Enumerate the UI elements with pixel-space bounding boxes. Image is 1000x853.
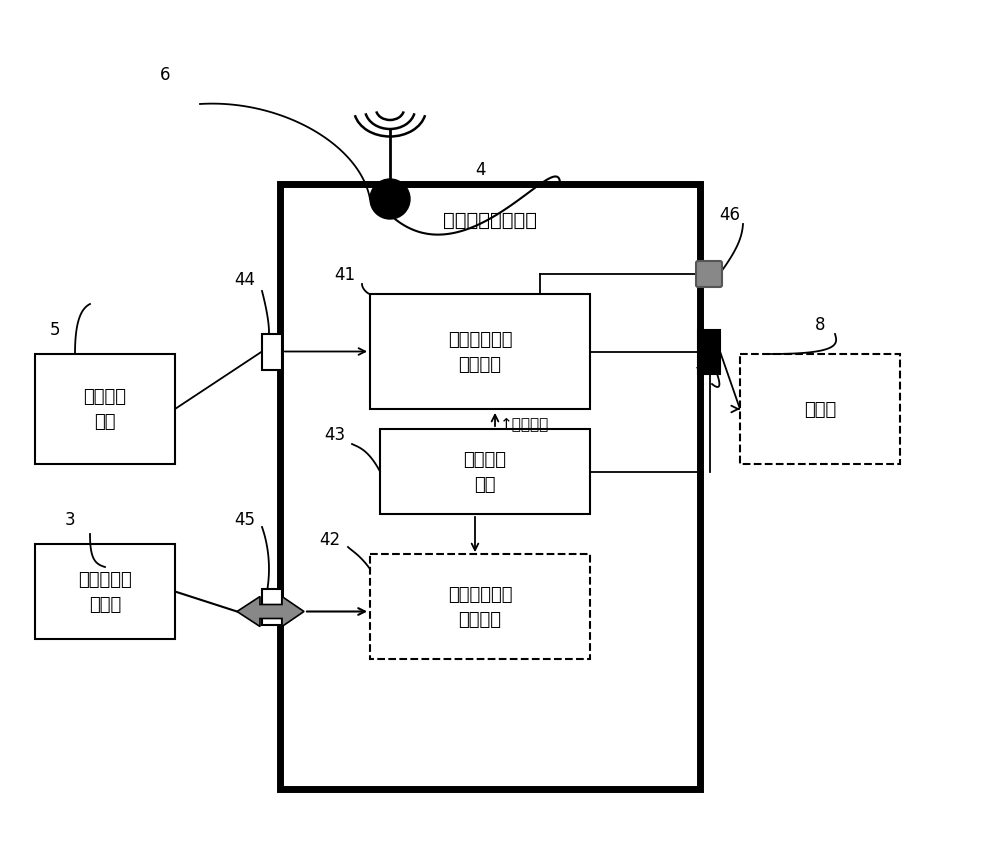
Text: 舰载机: 舰载机: [804, 401, 836, 419]
Text: 4: 4: [475, 161, 485, 179]
Text: 7: 7: [695, 366, 705, 384]
Bar: [698, 330, 720, 374]
Text: 3: 3: [65, 510, 75, 528]
Bar: [35, 355, 175, 464]
Bar: [262, 589, 282, 624]
Text: 超短波天线
及信道: 超短波天线 及信道: [78, 571, 132, 613]
Text: 45: 45: [235, 510, 256, 528]
Text: 直流电源
模块: 直流电源 模块: [464, 450, 507, 493]
Text: ↑电源接口: ↑电源接口: [500, 417, 549, 432]
Text: 8: 8: [815, 316, 825, 334]
Text: 6: 6: [160, 66, 170, 84]
Bar: [380, 430, 590, 514]
Text: 舰载时统
设备: 舰载时统 设备: [84, 388, 127, 431]
FancyBboxPatch shape: [696, 262, 722, 287]
Text: 5: 5: [50, 321, 60, 339]
Bar: [370, 294, 590, 409]
Bar: [280, 185, 700, 789]
Text: 舰机惯导初始
对准模块: 舰机惯导初始 对准模块: [448, 585, 512, 629]
Text: 舰机时间初始
对准模块: 舰机时间初始 对准模块: [448, 331, 512, 374]
Bar: [740, 355, 900, 464]
Text: 43: 43: [324, 426, 346, 444]
Circle shape: [370, 180, 410, 220]
Polygon shape: [237, 597, 304, 627]
Text: 46: 46: [720, 206, 740, 223]
Text: 41: 41: [334, 265, 356, 284]
Text: 44: 44: [235, 270, 256, 288]
Bar: [370, 554, 590, 659]
Text: 无线对准手持终端: 无线对准手持终端: [443, 210, 537, 229]
Bar: [35, 544, 175, 639]
Text: 42: 42: [319, 531, 341, 548]
Bar: [262, 334, 282, 370]
